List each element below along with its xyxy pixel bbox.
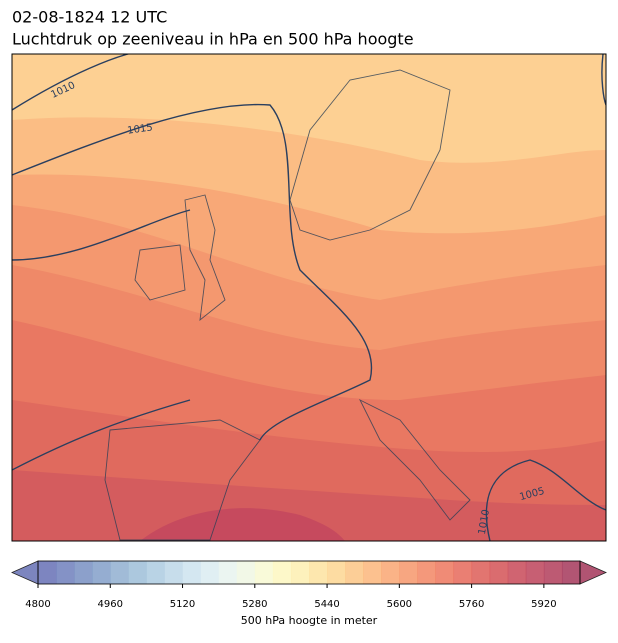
colorbar-band (381, 561, 400, 584)
chart-title: 02-08-1824 12 UTC (12, 8, 167, 27)
colorbar-band (92, 561, 111, 584)
colorbar-band (272, 561, 292, 584)
isobar (12, 209, 191, 261)
isobar (485, 459, 606, 541)
colorbar-band (254, 561, 274, 584)
colorbar-band (525, 561, 545, 584)
isobar-label: 1010 (477, 509, 492, 536)
map (12, 54, 606, 541)
colorbar-extend (11, 560, 39, 585)
colorbar-band (38, 561, 57, 584)
colorbar-label: 500 hPa hoogte in meter (241, 614, 378, 627)
isobar (12, 399, 191, 471)
colorbar-band (200, 561, 220, 584)
colorbar-band (561, 561, 581, 584)
colorbar-band (182, 561, 202, 584)
chart-subtitle: Luchtdruk op zeeniveau in hPa en 500 hPa… (12, 30, 414, 49)
coastline (104, 419, 261, 541)
coastline (184, 194, 226, 322)
colorbar-band (435, 561, 455, 584)
isobar-label: 1015 (127, 122, 154, 136)
colorbar-band (74, 561, 93, 584)
colorbar-band (507, 561, 527, 584)
colorbar-band (363, 561, 382, 584)
coastline (289, 69, 451, 241)
colorbar-band (309, 561, 328, 584)
colorbar-frame (37, 560, 581, 585)
isobar (601, 54, 606, 106)
colorbar-band (453, 561, 473, 584)
colorbar-band (399, 561, 418, 584)
colorbar-band (417, 561, 436, 584)
colorbar-band (327, 561, 346, 584)
colorbar-tick-label: 4960 (98, 599, 123, 610)
coastline (358, 398, 471, 521)
height-band (140, 508, 345, 541)
coastline (134, 244, 186, 301)
colorbar-tick-label: 5120 (170, 599, 195, 610)
height-band (12, 470, 606, 541)
colorbar-band (236, 561, 256, 584)
colorbar-band (471, 561, 491, 584)
colorbar-band (543, 561, 563, 584)
colorbar-tick-label: 5760 (459, 599, 484, 610)
colorbar-tick-label: 5920 (531, 599, 556, 610)
map-frame (11, 53, 607, 542)
colorbar-tick-label: 4800 (25, 599, 50, 610)
isobar (12, 54, 131, 111)
isobar (12, 103, 373, 441)
colorbar-band (290, 561, 310, 584)
colorbar-band (218, 561, 238, 584)
colorbar-tick-label: 5280 (242, 599, 267, 610)
colorbar-band (56, 561, 75, 584)
colorbar-band (128, 561, 147, 584)
colorbar-band (146, 561, 165, 584)
colorbar-tick-label: 5440 (314, 599, 339, 610)
colorbar-band (489, 561, 509, 584)
colorbar-band (345, 561, 364, 584)
colorbar-band (110, 561, 129, 584)
colorbar-extend (579, 560, 607, 585)
colorbar-tick-label: 5600 (387, 599, 412, 610)
colorbar-band (164, 561, 184, 584)
